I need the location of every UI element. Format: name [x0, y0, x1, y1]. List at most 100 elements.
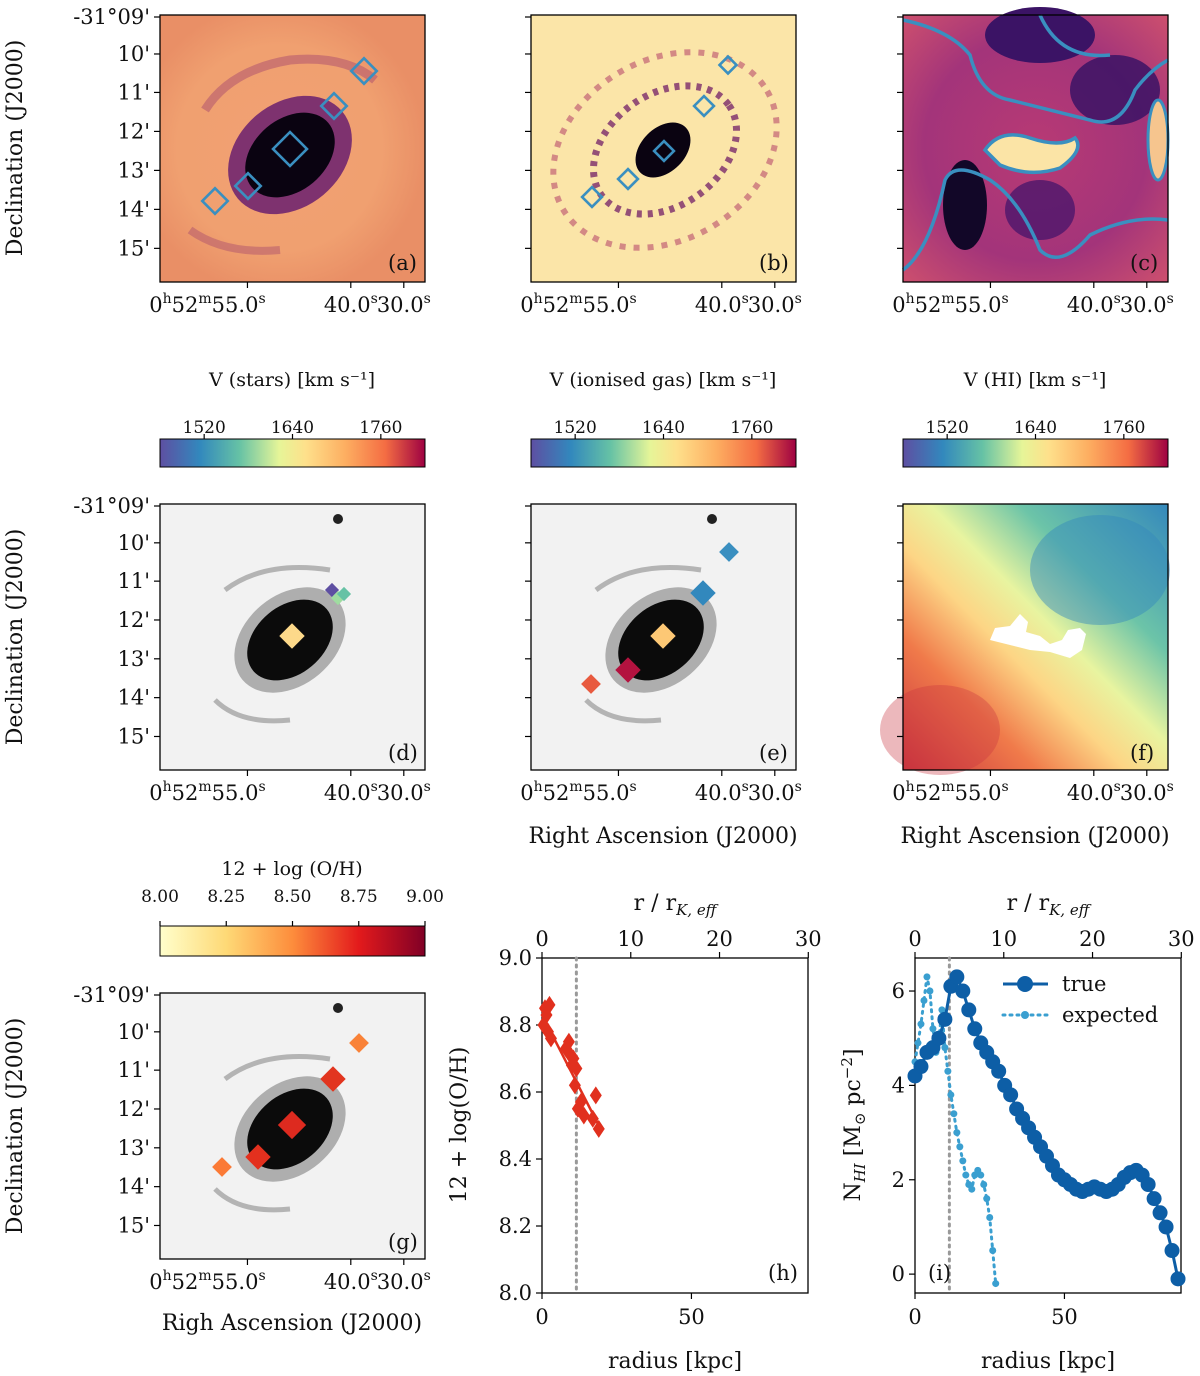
- ra-tick-label: 40.0s: [1067, 779, 1121, 805]
- true-point: [949, 969, 965, 985]
- colorbar-hi: V (HI) [km s⁻¹] 1520 1640 1760: [902, 369, 1169, 468]
- panel-label-c: (c): [1130, 251, 1158, 275]
- ra-tick-label: 40.0s: [324, 291, 378, 317]
- x-tick-label: 50: [678, 1305, 705, 1329]
- colorbar-oh: 12 + log (O/H) 8.00 8.25 8.50 8.75 9.00: [141, 858, 444, 957]
- colorbar-hi-label: V (HI) [km s⁻¹]: [963, 369, 1107, 391]
- expected-point: [944, 1067, 952, 1075]
- chart-i-ylabel: NHI [M⊙ pc−2]: [838, 1048, 869, 1201]
- y-tick-label: 4: [892, 1073, 905, 1097]
- ra-tick-label: 30.0s: [377, 291, 431, 317]
- expected-point: [992, 1280, 1000, 1288]
- dec-tick-label: 10': [118, 42, 151, 66]
- dec-tick-label: 14': [118, 686, 151, 710]
- panel-d: (d): [159, 503, 426, 771]
- dec-tick-label: 11': [118, 80, 151, 104]
- expected-point: [923, 973, 931, 981]
- true-point: [931, 1030, 947, 1046]
- panel-label-g: (g): [388, 1230, 418, 1254]
- panel-f: (f): [880, 503, 1170, 775]
- colorbar-tick-label: 1760: [359, 418, 402, 438]
- panel-a: (a): [159, 14, 426, 283]
- true-point: [1003, 1087, 1019, 1103]
- expected-point: [947, 1091, 955, 1099]
- colorbar-tick-label: 1640: [642, 418, 685, 438]
- chart-h-ylabel: 12 + log(O/H): [447, 1047, 472, 1204]
- ra-tick-label: 0h52m55.0s: [149, 779, 265, 805]
- true-point: [1158, 1219, 1174, 1235]
- chart-i-xlabel: radius [kpc]: [981, 1349, 1115, 1374]
- legend-true-marker: [1017, 976, 1033, 992]
- dec-tick-label: 14': [118, 197, 151, 221]
- ra-tick-label: 40.0s: [695, 779, 749, 805]
- expected-point: [938, 1006, 946, 1014]
- chart-h-xlabel: radius [kpc]: [608, 1349, 742, 1374]
- colorbar-gas: V (ionised gas) [km s⁻¹] 1520 1640 1760: [530, 369, 797, 468]
- top-tick-label: 0: [535, 927, 548, 951]
- dec-tick-label: -31°09': [73, 983, 150, 1007]
- y-tick-label: 0: [892, 1262, 905, 1286]
- true-point: [955, 983, 971, 999]
- dec-tick-label: 13': [118, 647, 151, 671]
- colorbar-tick-label: 8.25: [207, 887, 245, 907]
- chart-h-top-xlabel: r / rK, eff: [634, 891, 719, 919]
- legend-expected-marker: [1021, 1011, 1029, 1019]
- colorbar-tick-label: 9.00: [406, 887, 444, 907]
- colorbar-stars: V (stars) [km s⁻¹] 1520 1640 1760: [159, 369, 426, 468]
- ra-tick-label: 40.0s: [695, 291, 749, 317]
- chart-i-top-xlabel: r / rK, eff: [1007, 891, 1092, 919]
- true-point: [991, 1063, 1007, 1079]
- y-tick-label: 8.4: [499, 1147, 532, 1171]
- ra-tick-label: 30.0s: [1120, 291, 1174, 317]
- expected-point: [983, 1195, 991, 1203]
- dec-tick-label: 13': [118, 158, 151, 182]
- expected-point: [914, 1039, 922, 1047]
- x-tick-label: 0: [535, 1305, 548, 1329]
- colorbar-tick-label: 8.75: [340, 887, 378, 907]
- colorbar-tick-label: 1640: [1014, 418, 1057, 438]
- dec-tick-label: 15': [118, 1213, 151, 1237]
- ra-label-e: Right Ascension (J2000): [528, 824, 797, 849]
- true-point: [967, 1021, 983, 1037]
- top-tick-label: 20: [1079, 927, 1106, 951]
- expected-point: [941, 1044, 949, 1052]
- top-tick-label: 0: [908, 927, 921, 951]
- colorbar-tick-label: 1520: [554, 418, 597, 438]
- top-tick-label: 30: [795, 927, 822, 951]
- expected-point: [956, 1143, 964, 1151]
- dec-tick-label: 10': [118, 1020, 151, 1044]
- y-tick-label: 6: [892, 979, 905, 1003]
- colorbar-tick-label: 1760: [730, 418, 773, 438]
- panel-c: (c): [901, 7, 1170, 283]
- oh-point: [570, 1059, 583, 1078]
- top-tick-label: 30: [1168, 927, 1195, 951]
- legend-expected-label: expected: [1062, 1003, 1158, 1027]
- expected-point: [926, 987, 934, 995]
- x-tick-label: 0: [908, 1305, 921, 1329]
- true-point: [937, 1011, 953, 1027]
- expected-point: [950, 1110, 958, 1118]
- top-tick-label: 20: [706, 927, 733, 951]
- panel-label-f: (f): [1130, 741, 1154, 765]
- colorbar-gas-label: V (ionised gas) [km s⁻¹]: [549, 369, 777, 391]
- y-tick-label: 2: [892, 1168, 905, 1192]
- dec-tick-label: 11': [118, 1058, 151, 1082]
- top-tick-label: 10: [617, 927, 644, 951]
- panel-label-d: (d): [388, 741, 418, 765]
- y-tick-label: 8.0: [499, 1281, 532, 1305]
- dec-label-row3: Declination (J2000): [3, 1018, 28, 1235]
- top-tick-label: 10: [990, 927, 1017, 951]
- dec-tick-label: 15': [118, 236, 151, 260]
- panel-label-i: (i): [928, 1261, 951, 1285]
- expected-point: [980, 1180, 988, 1188]
- true-point: [1164, 1243, 1180, 1259]
- ra-tick-label: 0h52m55.0s: [149, 1268, 265, 1294]
- ra-label-g: Righ Ascension (J2000): [162, 1311, 422, 1336]
- dec-tick-label: 12': [118, 119, 151, 143]
- oh-point: [568, 1076, 581, 1095]
- oh-point: [544, 1029, 557, 1048]
- dec-tick-label: 12': [118, 608, 151, 632]
- dec-tick-label: 13': [118, 1136, 151, 1160]
- y-tick-label: 8.2: [499, 1214, 532, 1238]
